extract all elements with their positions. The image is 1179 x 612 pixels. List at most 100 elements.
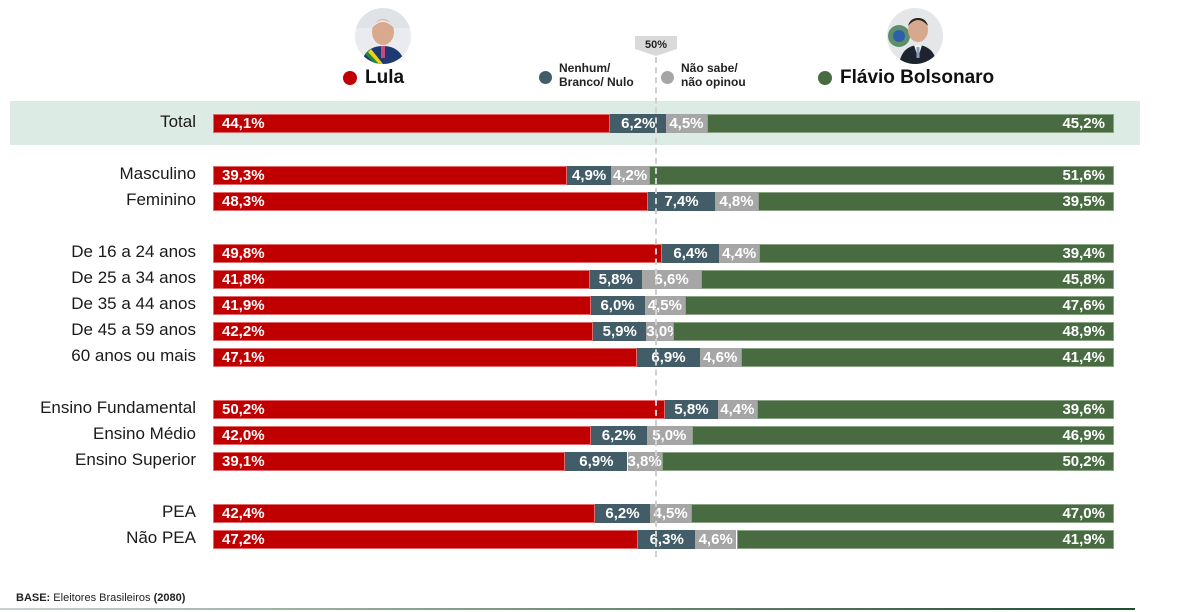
data-label-lula: 41,8% — [222, 271, 265, 288]
data-label-nsabe: 4,2% — [612, 167, 648, 184]
data-label-nulo: 6,2% — [605, 505, 640, 522]
row-label: Não PEA — [126, 528, 196, 547]
data-label-flavio: 48,9% — [1062, 323, 1105, 340]
bar-segment-nulo: 5,8% — [665, 400, 718, 419]
nsabe-legend-label: Não sabe/ não opinou — [681, 61, 746, 89]
bar-segment-lula: 39,3% — [213, 166, 568, 185]
bar-segment-nsabe: 4,5% — [644, 296, 686, 315]
bar-segment-nsabe: 4,5% — [650, 504, 691, 523]
data-label-lula: 42,4% — [222, 505, 265, 522]
bar-segment-nulo: 6,9% — [637, 348, 700, 367]
data-label-flavio: 41,9% — [1062, 531, 1105, 548]
data-label-lula: 39,3% — [222, 167, 265, 184]
bar-segment-lula: 39,1% — [213, 452, 566, 471]
data-label-lula: 47,2% — [222, 531, 265, 548]
bar-segment-nulo: 6,0% — [590, 296, 645, 315]
bar-segment-nulo: 6,9% — [565, 452, 628, 471]
bar-segment-flavio: 45,2% — [706, 114, 1114, 133]
lula-legend-dot-icon — [343, 71, 357, 85]
data-label-nsabe: 4,8% — [719, 193, 754, 210]
data-label-nulo: 6,3% — [649, 531, 684, 548]
row-label: De 35 a 44 anos — [71, 294, 196, 313]
bar-segment-flavio: 39,5% — [758, 192, 1114, 211]
data-label-nulo: 6,4% — [673, 245, 708, 262]
data-label-nsabe: 3,8% — [627, 453, 662, 470]
lula-photo-avatar — [355, 8, 411, 64]
data-label-nsabe: 6,6% — [654, 271, 689, 288]
flavio-legend-dot-icon — [818, 71, 832, 85]
data-label-flavio: 51,6% — [1062, 167, 1105, 184]
bar-segment-lula: 44,1% — [213, 114, 611, 133]
data-label-flavio: 39,4% — [1062, 245, 1105, 262]
bar-segment-lula: 41,8% — [213, 270, 590, 289]
data-label-nulo: 6,9% — [651, 349, 686, 366]
bar-segment-nsabe: 5,0% — [646, 426, 692, 445]
data-label-lula: 47,1% — [222, 349, 265, 366]
data-label-nsabe: 3,0% — [646, 323, 681, 340]
row-label: De 16 a 24 anos — [71, 242, 196, 261]
bar-segment-nulo: 6,2% — [610, 114, 667, 133]
data-label-nsabe: 4,5% — [647, 297, 682, 314]
bar-segment-flavio: 47,0% — [691, 504, 1114, 523]
data-label-nulo: 5,8% — [674, 401, 709, 418]
bar-segment-nsabe: 4,4% — [717, 400, 758, 419]
footer-base-label: BASE: — [16, 592, 51, 604]
data-label-lula: 44,1% — [222, 115, 265, 132]
bar-segment-flavio: 39,6% — [757, 400, 1114, 419]
data-label-lula: 50,2% — [222, 401, 265, 418]
bar-segment-lula: 42,0% — [213, 426, 591, 445]
row-label: PEA — [161, 502, 196, 521]
data-label-flavio: 50,2% — [1062, 453, 1105, 470]
bar-segment-flavio: 51,6% — [649, 166, 1114, 185]
bar-segment-lula: 50,2% — [213, 400, 666, 419]
data-label-lula: 48,3% — [222, 193, 265, 210]
row-label: Ensino Fundamental — [40, 398, 196, 417]
bar-segment-nsabe: 4,2% — [611, 166, 649, 185]
bar-segment-nulo: 6,4% — [661, 244, 720, 263]
bottom-rule — [0, 608, 1135, 610]
nsabe-legend-line1: Não sabe/ — [681, 61, 738, 75]
data-label-lula: 41,9% — [222, 297, 265, 314]
bar-segment-flavio: 45,8% — [701, 270, 1114, 289]
bar-segment-nulo: 5,8% — [589, 270, 642, 289]
row-label: De 25 a 34 anos — [71, 268, 196, 287]
data-label-nsabe: 4,4% — [720, 401, 755, 418]
data-label-nulo: 4,9% — [572, 167, 607, 184]
data-label-nulo: 6,0% — [600, 297, 635, 314]
bar-segment-lula: 47,2% — [213, 530, 639, 549]
bar-segment-nsabe: 4,6% — [699, 348, 741, 367]
bar-segment-nsabe: 4,8% — [714, 192, 759, 211]
row-label: Total — [160, 112, 196, 131]
nsabe-legend-dot-icon — [661, 71, 674, 84]
data-label-flavio: 46,9% — [1062, 427, 1105, 444]
nulo-legend-dot-icon — [539, 71, 552, 84]
bar-segment-flavio: 46,9% — [691, 426, 1114, 445]
bar-segment-nulo: 6,2% — [594, 504, 651, 523]
lula-legend-label: Lula — [365, 67, 405, 88]
bar-segment-nsabe: 4,6% — [695, 530, 737, 549]
bar-segment-flavio: 47,6% — [685, 296, 1114, 315]
bar-segment-lula: 42,2% — [213, 322, 594, 341]
data-label-flavio: 41,4% — [1062, 349, 1105, 366]
nulo-legend-label: Nenhum/ Branco/ Nulo — [559, 61, 634, 89]
data-label-nulo: 6,2% — [621, 115, 656, 132]
row-label: Feminino — [126, 190, 196, 209]
row-label: Ensino Superior — [75, 450, 196, 469]
data-label-lula: 49,8% — [222, 245, 265, 262]
flavio-legend-label: Flávio Bolsonaro — [840, 67, 995, 88]
nulo-legend-line1: Nenhum/ — [559, 61, 611, 75]
data-label-nsabe: 4,5% — [653, 505, 688, 522]
bar-segment-nulo: 7,4% — [648, 192, 715, 211]
footer-base-note: BASE: Eleitores Brasileiros (2080) — [16, 592, 185, 604]
data-label-flavio: 39,6% — [1062, 401, 1105, 418]
bar-segment-nulo: 6,2% — [591, 426, 647, 445]
bar-segment-nsabe: 4,4% — [719, 244, 759, 263]
row-label: Ensino Médio — [92, 424, 196, 443]
midline-label: 50% — [644, 39, 668, 51]
bar-segment-lula: 48,3% — [213, 192, 649, 211]
bar-segment-flavio: 39,4% — [759, 244, 1114, 263]
bar-segment-lula: 41,9% — [213, 296, 591, 315]
data-label-nulo: 6,9% — [579, 453, 614, 470]
data-label-flavio: 47,0% — [1062, 505, 1105, 522]
nsabe-legend-line2: não opinou — [681, 75, 746, 89]
